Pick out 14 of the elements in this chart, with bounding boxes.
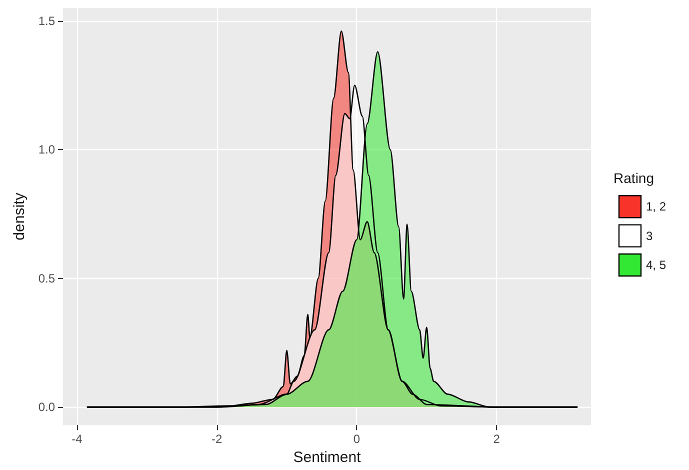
y-tick-label: 1.0 (38, 142, 56, 157)
y-tick-label: 1.5 (38, 14, 56, 28)
legend-label: 4, 5 (646, 258, 666, 272)
x-axis-title: Sentiment (293, 449, 362, 466)
x-tick-label: -2 (212, 432, 223, 446)
x-tick-label: 2 (493, 432, 500, 446)
x-tick-label: -4 (72, 432, 83, 446)
y-tick-label: 0.5 (38, 271, 56, 286)
legend-label: 1, 2 (646, 200, 666, 214)
y-tick-label: 0.0 (38, 400, 56, 414)
legend-label: 3 (646, 228, 653, 243)
y-axis-title: density (11, 192, 28, 240)
x-tick-label: 0 (353, 432, 360, 446)
legend-title: Rating (614, 170, 654, 186)
